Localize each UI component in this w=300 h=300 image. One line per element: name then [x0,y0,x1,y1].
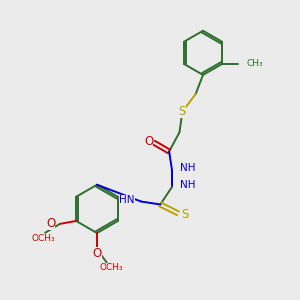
Text: HN: HN [119,195,135,205]
Text: S: S [179,105,186,118]
Text: OCH₃: OCH₃ [100,263,124,272]
Text: NH: NH [180,180,196,190]
Text: O: O [46,217,56,230]
Text: NH: NH [180,163,196,173]
Text: S: S [181,208,188,221]
Text: OCH₃: OCH₃ [32,234,56,243]
Text: O: O [144,135,153,148]
Text: CH₃: CH₃ [247,59,263,68]
Text: O: O [92,247,102,260]
